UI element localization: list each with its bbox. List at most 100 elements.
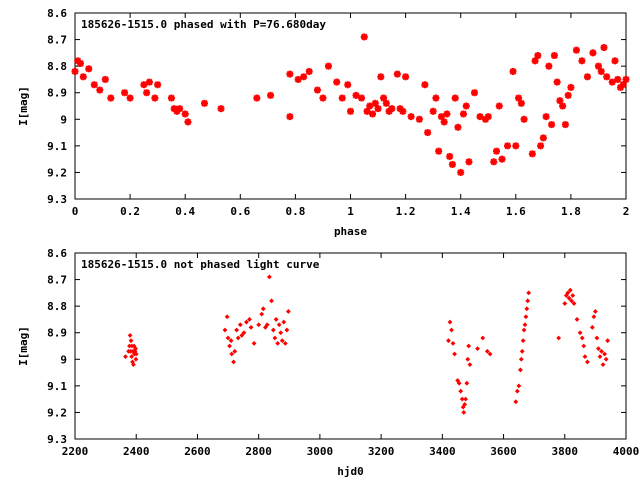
y-tick-label: 8.6 — [47, 247, 67, 260]
data-point — [534, 52, 542, 60]
data-point — [260, 306, 266, 312]
y-tick-label: 9.2 — [47, 406, 67, 419]
data-point — [228, 338, 234, 344]
data-point — [272, 335, 278, 341]
data-point — [284, 327, 290, 333]
data-point — [457, 168, 465, 176]
data-point — [459, 396, 465, 402]
data-point — [131, 343, 137, 349]
data-point — [133, 356, 139, 362]
data-point — [537, 142, 545, 150]
data-point — [572, 46, 580, 54]
x-tick-label: 4000 — [613, 445, 640, 458]
data-point — [585, 359, 590, 365]
data-point — [305, 67, 313, 75]
y-axis-label: I[mag] — [17, 86, 30, 126]
data-point — [526, 290, 532, 296]
data-point — [522, 322, 528, 328]
data-point — [591, 314, 597, 320]
data-point — [388, 105, 396, 113]
data-point — [579, 335, 585, 341]
data-point — [622, 75, 630, 83]
data-point — [459, 110, 467, 118]
x-tick-label: 3400 — [429, 445, 456, 458]
plot-frame — [74, 252, 627, 440]
data-point — [377, 73, 385, 81]
x-tick-label: 2200 — [62, 445, 89, 458]
data-point — [446, 152, 454, 160]
unphased-light-curve-panel: 185626-1515.0 not phased light curve hjd… — [17, 247, 639, 478]
data-point — [279, 338, 285, 344]
data-point — [128, 348, 134, 354]
data-point — [421, 81, 429, 89]
data-point — [454, 123, 462, 131]
data-point — [371, 99, 379, 107]
x-tick-label: 0.8 — [285, 205, 305, 218]
data-point — [462, 102, 470, 110]
y-tick-label: 9.3 — [47, 433, 67, 446]
data-point — [126, 94, 134, 102]
data-point — [176, 105, 184, 113]
data-point — [520, 115, 528, 123]
data-point — [608, 78, 616, 86]
data-point — [531, 57, 539, 65]
data-point — [79, 73, 87, 81]
data-point — [266, 274, 272, 280]
data-point — [574, 317, 580, 322]
data-point — [443, 110, 451, 118]
data-point — [273, 317, 279, 322]
y-tick-label: 9.1 — [47, 140, 67, 153]
data-point — [154, 81, 162, 89]
data-point — [581, 343, 587, 349]
x-tick-label: 2800 — [245, 445, 272, 458]
data-point — [276, 322, 282, 328]
data-point — [145, 78, 153, 86]
data-point — [232, 348, 238, 354]
data-point — [561, 121, 569, 129]
data-point — [131, 362, 136, 367]
data-point — [548, 121, 556, 129]
data-point — [231, 359, 236, 365]
panel-title: 185626-1515.0 not phased light curve — [81, 258, 320, 271]
data-point — [447, 319, 453, 325]
data-point — [476, 113, 484, 121]
data-point — [611, 57, 619, 65]
data-point — [229, 351, 235, 357]
data-point — [597, 354, 603, 360]
data-point — [374, 105, 382, 113]
data-point — [516, 383, 522, 389]
data-point — [269, 298, 274, 304]
data-point — [264, 322, 270, 328]
data-point — [286, 113, 294, 121]
data-point — [475, 346, 480, 352]
y-tick-label: 9.3 — [47, 193, 67, 206]
data-point — [128, 338, 134, 344]
data-point — [235, 335, 241, 341]
y-tick-label: 8.8 — [47, 300, 67, 313]
data-point — [446, 338, 451, 344]
data-point — [369, 110, 377, 118]
data-point — [275, 340, 281, 346]
data-point — [570, 293, 576, 298]
data-point — [358, 94, 366, 102]
data-point — [484, 113, 492, 121]
axis-ticks: 2200 2400 2600 2800 3000 3200 3400 3600 3800 4000… — [47, 247, 639, 458]
data-point — [545, 62, 553, 70]
data-point — [451, 94, 459, 102]
data-point — [366, 102, 374, 110]
data-point — [256, 322, 262, 328]
x-tick-label: 0 — [72, 205, 79, 218]
data-point — [402, 73, 410, 81]
data-point — [363, 107, 371, 115]
data-point — [222, 327, 228, 333]
x-tick-label: 2600 — [184, 445, 211, 458]
data-point — [578, 57, 586, 65]
data-point — [440, 118, 448, 126]
x-tick-label: 3600 — [490, 445, 517, 458]
data-point — [514, 388, 520, 394]
data-point — [463, 396, 468, 402]
x-axis-label: phase — [334, 225, 367, 238]
data-point — [234, 327, 240, 333]
data-point — [259, 311, 265, 317]
data-point — [525, 298, 531, 304]
